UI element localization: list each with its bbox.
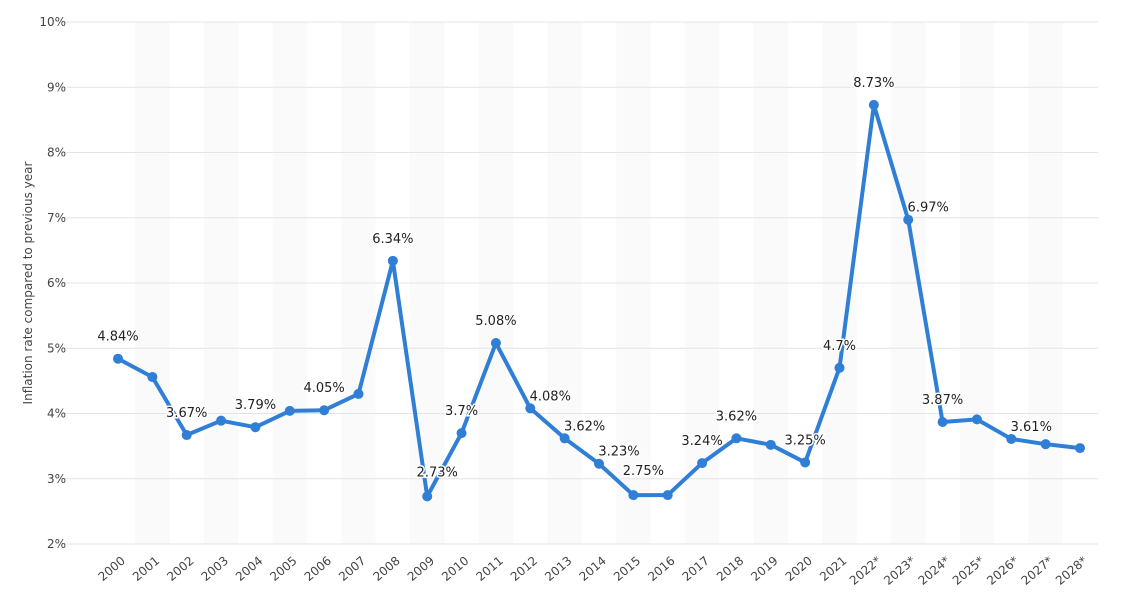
data-label: 4.05% <box>303 381 344 396</box>
x-tick-label: 2008 <box>370 554 402 584</box>
y-tick-label: 2% <box>47 537 66 551</box>
x-tick-label: 2010 <box>439 554 471 584</box>
data-point <box>319 405 330 416</box>
data-label: 2.75% <box>623 464 664 479</box>
data-point <box>1075 443 1085 454</box>
data-label: 3.23% <box>598 445 639 460</box>
y-tick-label: 8% <box>47 146 66 160</box>
data-label: 3.62% <box>564 419 605 434</box>
data-label: 3.61% <box>1011 420 1052 435</box>
data-label: 2.73% <box>417 465 458 480</box>
data-point <box>594 458 604 469</box>
data-label: 3.62% <box>716 409 757 424</box>
x-tick-label: 2009 <box>405 554 437 584</box>
x-tick-label: 2006 <box>302 554 334 584</box>
data-point <box>971 414 982 425</box>
x-tick-label: 2027* <box>1019 554 1056 588</box>
y-tick-label: 4% <box>47 407 66 421</box>
x-tick-label: 2005 <box>267 554 299 584</box>
x-tick-label: 2007 <box>336 554 368 584</box>
data-label: 4.08% <box>530 389 571 404</box>
y-tick-label: 3% <box>47 472 66 486</box>
x-tick-label: 2002 <box>164 554 196 584</box>
data-point <box>800 457 811 468</box>
x-tick-label: 2000 <box>96 554 128 584</box>
data-point <box>937 416 948 427</box>
x-tick-label: 2024* <box>916 554 953 588</box>
x-tick-label: 2014 <box>577 554 609 584</box>
x-tick-label: 2012 <box>508 554 540 584</box>
data-point <box>181 430 192 441</box>
data-point <box>216 415 227 426</box>
data-label: 8.73% <box>853 76 894 91</box>
data-point <box>147 371 158 382</box>
x-tick-label: 2016 <box>645 554 677 584</box>
data-label: 3.24% <box>681 434 722 449</box>
data-label: 3.7% <box>445 404 478 419</box>
x-tick-label: 2011 <box>473 554 505 584</box>
x-tick-label: 2018 <box>714 554 746 584</box>
data-label: 3.25% <box>784 433 825 448</box>
y-axis-title: Inflation rate compared to previous year <box>21 161 35 404</box>
x-tick-label: 2028* <box>1053 554 1090 588</box>
data-point <box>113 353 123 364</box>
data-point <box>559 433 570 444</box>
data-point <box>387 255 398 266</box>
x-tick-label: 2023* <box>881 554 918 588</box>
x-tick-label: 2001 <box>130 554 162 584</box>
data-point <box>628 490 639 501</box>
x-tick-label: 2019 <box>748 554 780 584</box>
x-tick-label: 2020 <box>783 554 815 584</box>
x-tick-label: 2015 <box>611 554 643 584</box>
data-point <box>1006 433 1017 444</box>
data-point <box>662 490 673 501</box>
data-label: 3.67% <box>166 406 207 421</box>
data-point <box>490 338 501 349</box>
x-tick-label: 2004 <box>233 554 265 584</box>
data-point <box>731 433 742 444</box>
x-tick-label: 2025* <box>950 554 987 588</box>
data-label: 4.7% <box>823 339 856 354</box>
data-point <box>456 428 467 439</box>
data-point <box>284 405 295 416</box>
y-tick-label: 9% <box>47 80 66 94</box>
data-point <box>903 214 914 225</box>
data-label: 3.79% <box>235 398 276 413</box>
series-line <box>117 102 1081 499</box>
y-tick-label: 10% <box>39 15 66 29</box>
data-point <box>1040 439 1051 450</box>
x-tick-label: 2026* <box>984 554 1021 588</box>
y-tick-label: 6% <box>47 276 66 290</box>
data-label: 6.97% <box>908 201 949 216</box>
data-point <box>353 388 364 399</box>
x-tick-label: 2003 <box>199 554 231 584</box>
data-point <box>525 403 536 414</box>
y-tick-label: 7% <box>47 211 66 225</box>
data-point <box>250 422 261 433</box>
data-label: 6.34% <box>372 232 413 247</box>
x-tick-label: 2017 <box>680 554 712 584</box>
x-tick-label: 2022* <box>847 554 884 588</box>
y-tick-label: 5% <box>47 341 66 355</box>
x-tick-label: 2013 <box>542 554 574 584</box>
data-point <box>765 439 776 450</box>
data-point <box>834 362 845 373</box>
data-label: 3.87% <box>922 393 963 408</box>
x-tick-label: 2021 <box>817 554 849 584</box>
data-label: 4.84% <box>97 330 138 345</box>
data-point <box>697 458 708 469</box>
data-point <box>868 99 879 110</box>
data-label: 5.08% <box>475 314 516 329</box>
data-point <box>422 491 433 502</box>
